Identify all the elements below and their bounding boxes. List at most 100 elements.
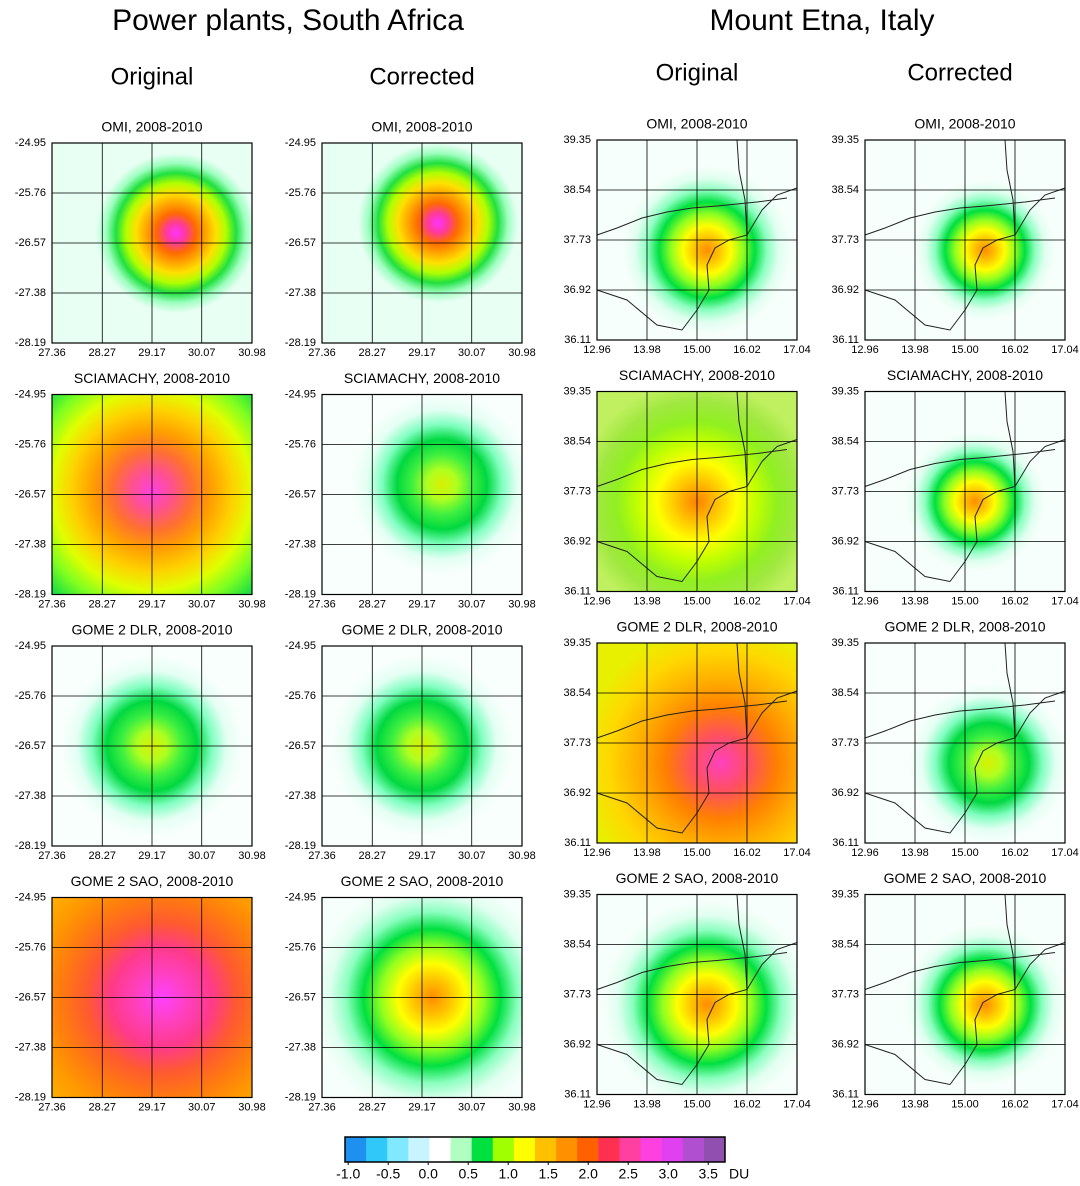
colorbar-tick-label: -1.0 [336, 1166, 360, 1182]
x-tick-label: 29.17 [138, 1101, 166, 1113]
y-tick-label: -26.57 [285, 740, 316, 752]
x-tick-label: 15.00 [683, 344, 711, 356]
y-tick-label: 38.54 [563, 938, 591, 950]
colorbar-segment [451, 1137, 473, 1162]
colorbar-segment [408, 1137, 430, 1162]
colorbar-tick-label: 0.5 [458, 1166, 478, 1182]
x-tick-label: 15.00 [951, 344, 979, 356]
x-tick-label: 27.36 [308, 850, 336, 862]
colorbar-segment [429, 1137, 451, 1162]
y-tick-label: -24.95 [15, 388, 46, 400]
colorbar-tick-label: 3.0 [658, 1166, 678, 1182]
x-tick-label: 17.04 [1051, 595, 1079, 607]
x-tick-label: 30.98 [508, 347, 536, 359]
panel-title: SCIAMACHY, 2008-2010 [74, 370, 230, 386]
y-tick-label: -25.76 [285, 941, 316, 953]
colorbar-segment [683, 1137, 705, 1162]
y-tick-label: -24.95 [15, 891, 46, 903]
y-tick-label: -26.57 [15, 488, 46, 500]
y-tick-label: 37.73 [563, 485, 591, 497]
colorbar-unit: DU [729, 1166, 749, 1182]
y-tick-label: -25.76 [285, 187, 316, 199]
x-tick-label: 16.02 [733, 595, 761, 607]
x-tick-label: 17.04 [783, 847, 811, 859]
x-tick-label: 16.02 [733, 1098, 761, 1110]
y-tick-label: -25.76 [15, 438, 46, 450]
y-tick-label: -27.38 [285, 287, 316, 299]
x-tick-label: 12.96 [583, 847, 611, 859]
x-tick-label: 15.00 [683, 1098, 711, 1110]
x-tick-label: 27.36 [38, 850, 66, 862]
x-tick-label: 28.27 [89, 598, 117, 610]
x-tick-label: 30.07 [188, 347, 216, 359]
y-tick-label: 38.54 [831, 435, 859, 447]
y-tick-label: -25.76 [285, 690, 316, 702]
x-tick-label: 27.36 [38, 347, 66, 359]
column-heading: Original [656, 59, 739, 86]
panel-title: GOME 2 SAO, 2008-2010 [71, 873, 234, 889]
x-tick-label: 30.07 [188, 1101, 216, 1113]
x-tick-label: 16.02 [1001, 344, 1029, 356]
panel-title: GOME 2 SAO, 2008-2010 [616, 870, 779, 886]
x-tick-label: 28.27 [359, 850, 387, 862]
x-tick-label: 16.02 [733, 847, 761, 859]
x-tick-label: 29.17 [408, 347, 436, 359]
x-tick-label: 15.00 [951, 847, 979, 859]
y-tick-label: -24.95 [285, 137, 316, 149]
y-tick-label: 36.92 [831, 1038, 859, 1050]
x-tick-label: 17.04 [783, 344, 811, 356]
column-heading: Original [111, 63, 194, 90]
panel-title: GOME 2 DLR, 2008-2010 [71, 622, 232, 638]
x-tick-label: 30.07 [458, 1101, 486, 1113]
colorbar-segment [619, 1137, 641, 1162]
y-tick-label: -27.38 [285, 538, 316, 550]
figure: Power plants, South Africa Mount Etna, I… [0, 0, 1080, 1186]
colorbar-segment [641, 1137, 663, 1162]
y-tick-label: -24.95 [15, 137, 46, 149]
y-tick-label: 39.35 [831, 134, 859, 146]
y-tick-label: -26.57 [285, 237, 316, 249]
colorbar-segment [366, 1137, 388, 1162]
panel-title: OMI, 2008-2010 [101, 119, 202, 135]
colorbar-tick-label: 2.0 [578, 1166, 598, 1182]
colorbar-segment [704, 1137, 726, 1162]
y-tick-label: 38.54 [831, 184, 859, 196]
x-tick-label: 13.98 [901, 344, 929, 356]
y-tick-label: 37.73 [831, 988, 859, 1000]
y-tick-label: -25.76 [285, 438, 316, 450]
y-tick-label: 37.73 [831, 234, 859, 246]
y-tick-label: 36.92 [563, 787, 591, 799]
colorbar-segment [598, 1137, 620, 1162]
x-tick-label: 17.04 [783, 1098, 811, 1110]
x-tick-label: 30.98 [238, 347, 266, 359]
y-tick-label: 36.92 [563, 1038, 591, 1050]
x-tick-label: 29.17 [138, 598, 166, 610]
panel-title: SCIAMACHY, 2008-2010 [344, 370, 500, 386]
x-tick-label: 28.27 [89, 1101, 117, 1113]
x-tick-label: 12.96 [851, 595, 879, 607]
x-tick-label: 27.36 [308, 598, 336, 610]
panel-title: SCIAMACHY, 2008-2010 [887, 367, 1043, 383]
x-tick-label: 13.98 [633, 1098, 661, 1110]
colorbar-segment [472, 1137, 494, 1162]
y-tick-label: 39.35 [563, 888, 591, 900]
y-tick-label: -27.38 [15, 287, 46, 299]
colorbar-segment [345, 1137, 367, 1162]
x-tick-label: 13.98 [901, 1098, 929, 1110]
y-tick-label: -27.38 [15, 1041, 46, 1053]
x-tick-label: 17.04 [1051, 344, 1079, 356]
x-tick-label: 29.17 [408, 850, 436, 862]
x-tick-label: 12.96 [583, 595, 611, 607]
x-tick-label: 13.98 [901, 595, 929, 607]
group-title: Mount Etna, Italy [709, 4, 934, 37]
colorbar-segment [514, 1137, 536, 1162]
colorbar-segment [387, 1137, 409, 1162]
panel-title: GOME 2 SAO, 2008-2010 [884, 870, 1047, 886]
x-tick-label: 17.04 [1051, 1098, 1079, 1110]
y-tick-label: 38.54 [563, 435, 591, 447]
colorbar-tick-label: -0.5 [376, 1166, 400, 1182]
panel-title: GOME 2 DLR, 2008-2010 [341, 622, 502, 638]
x-tick-label: 28.27 [359, 1101, 387, 1113]
x-tick-label: 13.98 [901, 847, 929, 859]
y-tick-label: 37.73 [563, 234, 591, 246]
